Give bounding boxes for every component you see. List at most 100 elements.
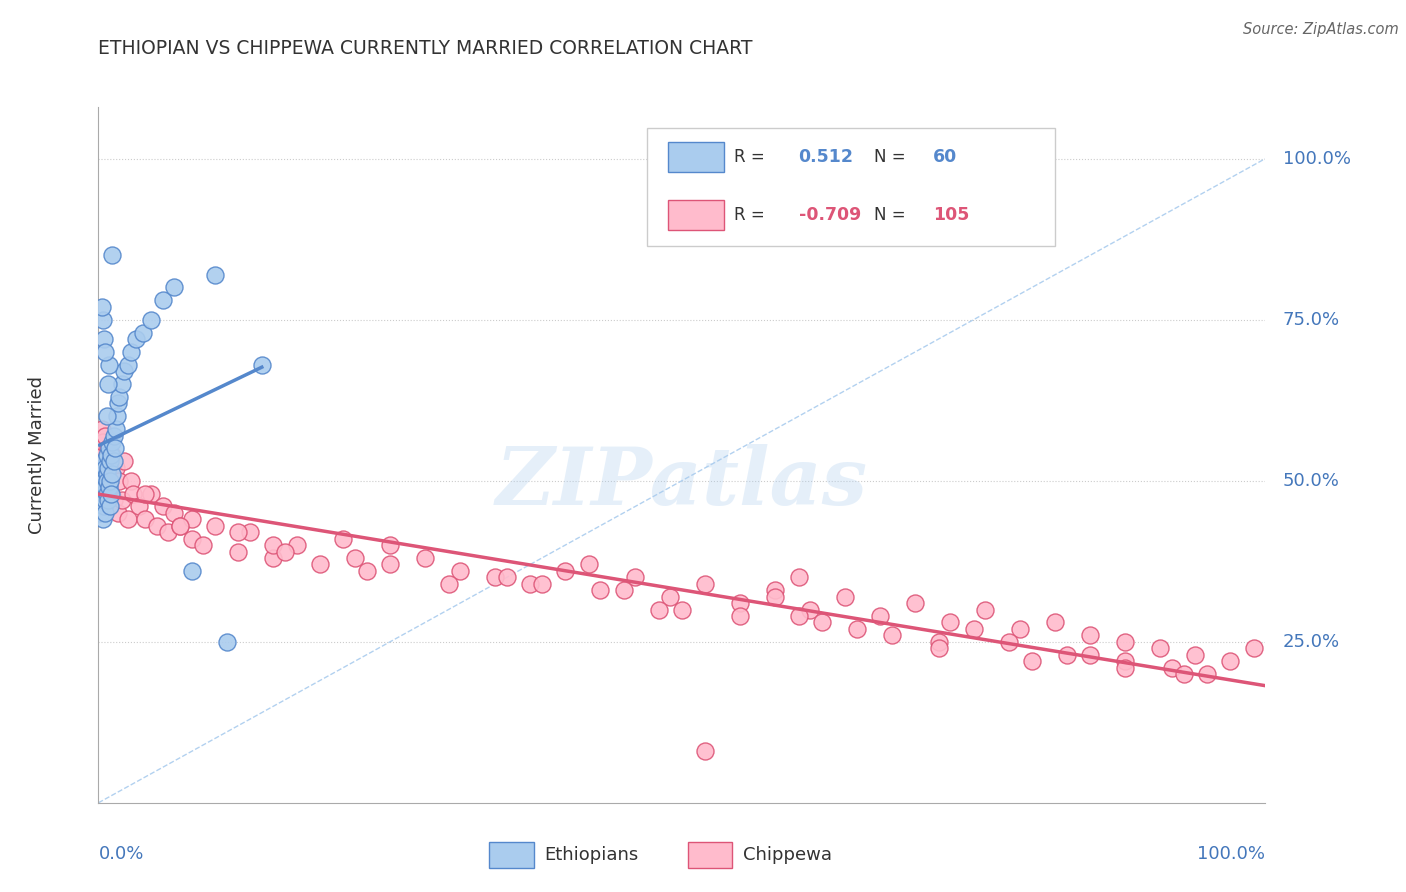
- Point: [845, 622, 868, 636]
- Text: Source: ZipAtlas.com: Source: ZipAtlas.com: [1243, 22, 1399, 37]
- Point: [101, 467, 124, 482]
- Point: [97, 493, 120, 508]
- Point: [262, 538, 284, 552]
- Point: [763, 590, 786, 604]
- Point: [103, 493, 125, 508]
- Point: [239, 525, 262, 540]
- Point: [125, 332, 148, 346]
- Point: [100, 486, 122, 500]
- Point: [519, 576, 541, 591]
- Point: [97, 442, 120, 456]
- Point: [997, 634, 1019, 648]
- Point: [120, 344, 142, 359]
- Point: [624, 570, 647, 584]
- Point: [1219, 654, 1241, 668]
- Point: [1184, 648, 1206, 662]
- Point: [96, 467, 118, 482]
- Point: [90, 474, 112, 488]
- Point: [94, 480, 117, 494]
- Point: [91, 512, 114, 526]
- Point: [101, 448, 124, 462]
- Text: 100.0%: 100.0%: [1282, 150, 1351, 168]
- Point: [811, 615, 834, 630]
- Point: [1173, 667, 1195, 681]
- Text: 75.0%: 75.0%: [1282, 310, 1340, 328]
- Point: [105, 409, 128, 424]
- Point: [787, 609, 810, 624]
- Point: [163, 280, 186, 294]
- Point: [108, 390, 131, 404]
- Text: 60: 60: [932, 148, 957, 166]
- Point: [120, 474, 142, 488]
- Point: [344, 551, 367, 566]
- Point: [1114, 660, 1136, 674]
- Point: [180, 532, 202, 546]
- Point: [96, 467, 118, 482]
- Text: 0.512: 0.512: [799, 148, 853, 166]
- Point: [117, 358, 139, 372]
- Point: [378, 538, 402, 552]
- Point: [1010, 622, 1032, 636]
- Point: [91, 467, 114, 482]
- Point: [98, 454, 121, 468]
- Point: [97, 358, 120, 372]
- Point: [100, 486, 122, 500]
- Point: [96, 409, 118, 424]
- Text: Currently Married: Currently Married: [28, 376, 46, 534]
- Point: [97, 460, 120, 475]
- Point: [90, 422, 112, 436]
- Point: [117, 512, 139, 526]
- Point: [763, 583, 786, 598]
- Point: [89, 506, 111, 520]
- Text: 0.0%: 0.0%: [98, 845, 143, 863]
- Point: [1080, 648, 1102, 662]
- Point: [1195, 667, 1218, 681]
- Point: [146, 518, 169, 533]
- Point: [169, 518, 191, 533]
- Point: [104, 460, 127, 475]
- Point: [93, 500, 115, 514]
- Point: [94, 506, 117, 520]
- Point: [578, 558, 600, 572]
- Point: [96, 448, 118, 462]
- Point: [169, 518, 191, 533]
- Point: [928, 641, 950, 656]
- Point: [103, 428, 125, 442]
- Point: [484, 570, 506, 584]
- Point: [1021, 654, 1043, 668]
- Point: [262, 551, 284, 566]
- Point: [93, 332, 115, 346]
- Point: [94, 344, 117, 359]
- Point: [91, 474, 114, 488]
- Point: [90, 460, 112, 475]
- Point: [274, 544, 297, 558]
- Point: [139, 486, 162, 500]
- Point: [152, 500, 174, 514]
- Point: [285, 538, 308, 552]
- Point: [97, 460, 120, 475]
- Point: [93, 474, 115, 488]
- Point: [163, 506, 186, 520]
- Point: [157, 525, 180, 540]
- Point: [94, 428, 117, 442]
- Point: [89, 442, 111, 456]
- Point: [413, 551, 436, 566]
- Point: [215, 634, 238, 648]
- Point: [904, 596, 927, 610]
- Point: [193, 538, 215, 552]
- Point: [97, 480, 120, 494]
- Point: [93, 486, 115, 500]
- FancyBboxPatch shape: [688, 842, 733, 868]
- Point: [180, 564, 202, 578]
- Point: [98, 500, 121, 514]
- Point: [108, 474, 131, 488]
- Point: [880, 628, 903, 642]
- Point: [939, 615, 962, 630]
- Text: R =: R =: [734, 148, 765, 166]
- Point: [97, 442, 120, 456]
- Point: [94, 480, 117, 494]
- Point: [111, 377, 134, 392]
- Point: [90, 486, 112, 500]
- Point: [101, 435, 124, 450]
- Point: [204, 268, 226, 282]
